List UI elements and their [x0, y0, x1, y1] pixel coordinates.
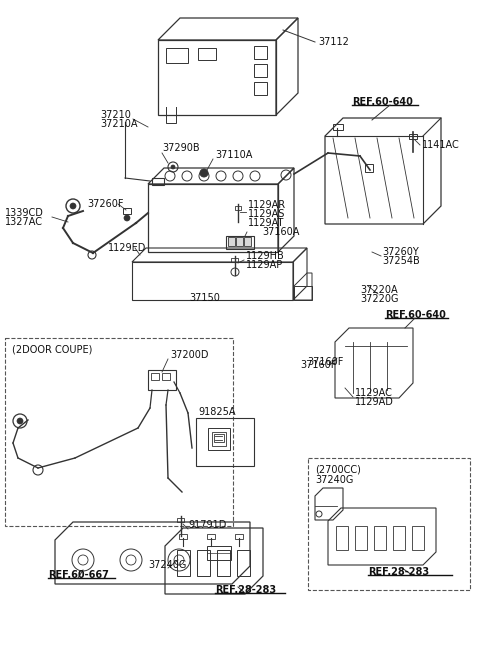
Bar [365, 164, 373, 172]
Bar [179, 534, 187, 539]
Bar [409, 134, 417, 139]
Text: 1129AD: 1129AD [355, 397, 394, 407]
Text: 1129AP: 1129AP [246, 260, 283, 270]
Text: 1129AT: 1129AT [248, 218, 284, 228]
Bar [254, 82, 267, 95]
Bar [226, 236, 254, 249]
Text: REF.60-667: REF.60-667 [48, 570, 109, 580]
Text: 37200D: 37200D [170, 350, 208, 360]
Text: 37220A: 37220A [360, 285, 397, 295]
Bar [152, 178, 164, 185]
Bar [237, 550, 250, 576]
Text: 37112: 37112 [318, 37, 349, 47]
Text: 37290B: 37290B [162, 143, 200, 153]
Bar [217, 550, 230, 576]
Bar [166, 115, 176, 123]
Bar [123, 208, 131, 214]
Text: 37160A: 37160A [262, 227, 300, 237]
Text: 1129AC: 1129AC [355, 388, 393, 398]
Text: 37260F: 37260F [87, 199, 123, 209]
Text: 37150: 37150 [190, 293, 220, 303]
Bar [231, 258, 238, 262]
Text: 1129HB: 1129HB [246, 251, 285, 261]
Circle shape [124, 215, 130, 221]
Text: REF.28-283: REF.28-283 [368, 567, 429, 577]
Text: 37160F: 37160F [307, 357, 343, 367]
Bar [412, 526, 424, 550]
Bar [294, 286, 312, 300]
Bar [148, 184, 278, 252]
Bar [162, 373, 170, 380]
Bar [355, 526, 367, 550]
Circle shape [17, 418, 23, 424]
Circle shape [171, 165, 175, 169]
Text: 1129ED: 1129ED [108, 243, 146, 253]
Bar [244, 237, 251, 246]
Bar [336, 526, 348, 550]
Bar [148, 370, 176, 390]
Text: 37220G: 37220G [360, 294, 398, 304]
Bar [214, 434, 224, 442]
Text: 37260Y: 37260Y [382, 247, 419, 257]
Bar [228, 237, 235, 246]
Text: 1141AC: 1141AC [422, 140, 460, 150]
Bar [236, 237, 243, 246]
Bar [393, 526, 405, 550]
Text: 1327AC: 1327AC [5, 217, 43, 227]
Text: 1129AS: 1129AS [248, 209, 286, 219]
Text: 91825A: 91825A [198, 407, 236, 417]
Text: 37160F: 37160F [300, 360, 336, 370]
Text: 1339CD: 1339CD [5, 208, 44, 218]
Text: 91791D: 91791D [188, 520, 227, 530]
Text: 1129AR: 1129AR [248, 200, 286, 210]
Text: (2700CC): (2700CC) [315, 465, 361, 475]
Bar [235, 534, 243, 539]
Bar [254, 64, 267, 77]
Bar [198, 48, 216, 60]
Text: 37240G: 37240G [148, 560, 186, 570]
Bar [158, 40, 276, 115]
Text: (2DOOR COUPE): (2DOOR COUPE) [12, 345, 92, 355]
Text: 37110A: 37110A [215, 150, 252, 160]
Bar [212, 432, 226, 446]
Text: 37240G: 37240G [315, 475, 353, 485]
Bar [166, 48, 188, 63]
Bar [333, 124, 343, 130]
Text: REF.28-283: REF.28-283 [215, 585, 276, 595]
Bar [197, 550, 210, 576]
Bar [177, 518, 184, 522]
Circle shape [200, 169, 208, 177]
Circle shape [70, 203, 76, 209]
Bar [254, 46, 267, 59]
Bar [235, 206, 241, 210]
Text: 37210: 37210 [100, 110, 131, 120]
Bar [151, 373, 159, 380]
Text: 37254B: 37254B [382, 256, 420, 266]
Bar [208, 428, 230, 450]
Bar [207, 534, 215, 539]
Bar [374, 526, 386, 550]
Text: REF.60-640: REF.60-640 [385, 310, 446, 320]
Bar [207, 546, 231, 560]
Bar [5, 338, 233, 526]
Text: REF.60-640: REF.60-640 [352, 97, 413, 107]
Text: 37210A: 37210A [100, 119, 137, 129]
Bar [177, 550, 190, 576]
Bar [196, 418, 254, 466]
Bar [132, 262, 293, 300]
Bar [308, 458, 470, 590]
